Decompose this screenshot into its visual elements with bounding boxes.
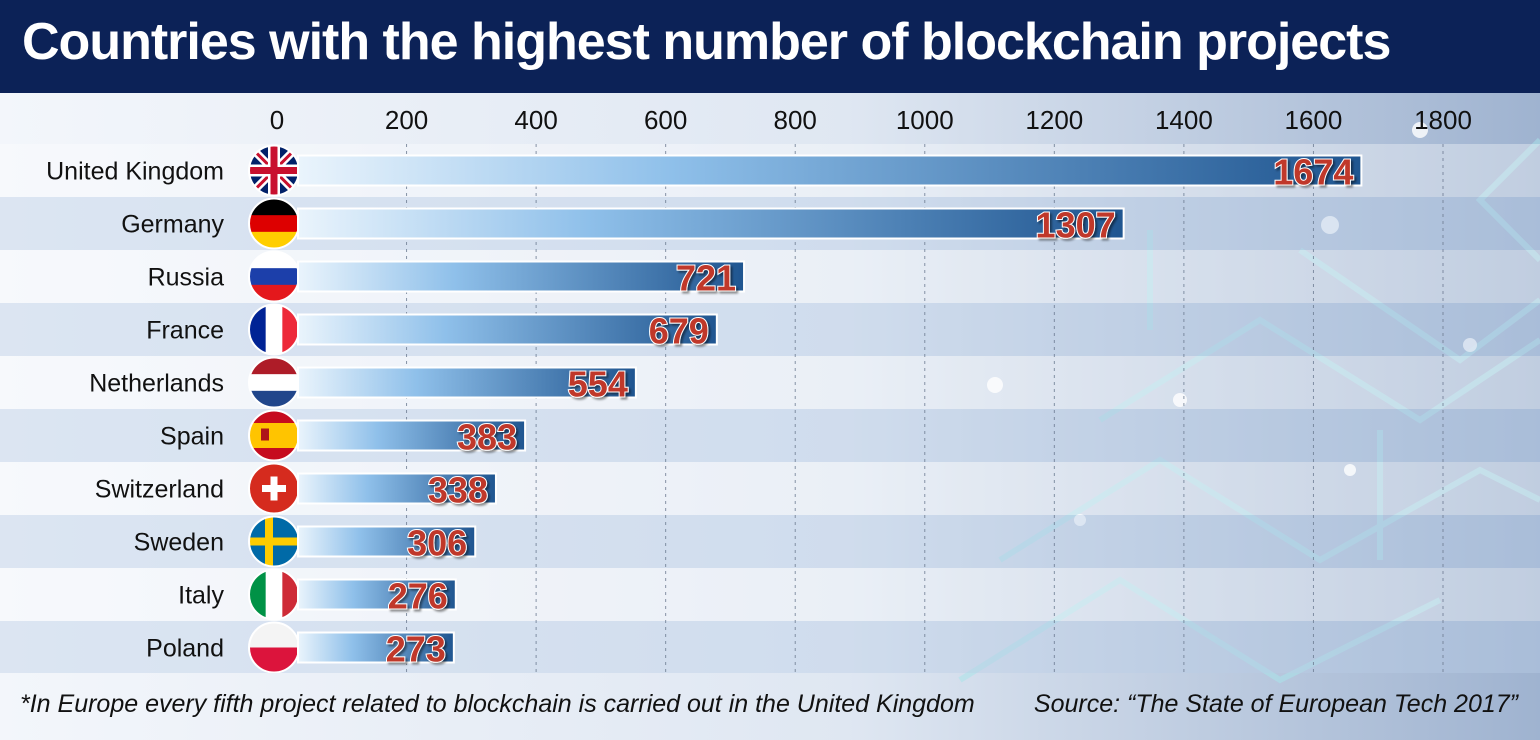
bar — [297, 313, 718, 346]
category-label: Switzerland — [95, 476, 224, 504]
x-tick-label: 200 — [385, 105, 428, 135]
sweden-flag-icon — [248, 515, 300, 568]
category-label: Germany — [121, 211, 224, 239]
value-label: 273 — [386, 629, 446, 670]
x-tick-label: 1200 — [1025, 105, 1083, 135]
x-tick-label: 400 — [514, 105, 557, 135]
x-tick-label: 1400 — [1155, 105, 1213, 135]
row-band — [0, 303, 1540, 356]
chart-title: Countries with the highest number of blo… — [22, 13, 1391, 71]
category-label: Spain — [160, 423, 224, 451]
x-tick-label: 1600 — [1285, 105, 1343, 135]
category-label: Italy — [178, 582, 224, 610]
x-tick-label: 600 — [644, 105, 687, 135]
bar — [297, 154, 1363, 187]
value-label: 383 — [457, 417, 517, 458]
germany-flag-icon — [248, 197, 300, 250]
switzerland-flag-icon — [248, 462, 300, 515]
row-band — [0, 409, 1540, 462]
value-label: 1674 — [1273, 152, 1353, 193]
bar-row: France 679 — [146, 303, 718, 356]
value-label: 1307 — [1036, 205, 1116, 246]
bar — [297, 366, 637, 399]
bar-row: Sweden 306 — [134, 515, 477, 568]
row-bands — [0, 144, 1540, 673]
bar-row: Netherlands 554 — [89, 356, 637, 409]
bar-chart: 0 200 400 600 800 1000 1200 1400 1600 1800 United… — [0, 105, 1540, 673]
category-label: Russia — [148, 264, 225, 292]
row-band — [0, 621, 1540, 673]
value-label: 721 — [676, 258, 736, 299]
category-label: Sweden — [134, 529, 224, 557]
bar — [297, 472, 497, 505]
bar — [297, 578, 457, 611]
bar — [297, 260, 746, 293]
row-band — [0, 462, 1540, 515]
value-label: 554 — [568, 364, 628, 405]
row-band — [0, 250, 1540, 303]
france-flag-icon — [248, 303, 300, 356]
bar — [297, 525, 477, 558]
bar — [297, 631, 455, 664]
netherlands-flag-icon — [248, 356, 300, 409]
row-band — [0, 568, 1540, 621]
category-label: France — [146, 317, 224, 345]
category-label: United Kingdom — [46, 158, 224, 186]
footer: *In Europe every fifth project related t… — [0, 674, 1540, 740]
poland-flag-icon — [248, 621, 300, 673]
value-label: 679 — [649, 311, 709, 352]
value-label: 276 — [388, 576, 448, 617]
source-note: Source: “The State of European Tech 2017… — [1033, 690, 1518, 718]
italy-flag-icon — [248, 568, 300, 621]
x-tick-label: 0 — [270, 105, 284, 135]
category-label: Poland — [146, 635, 224, 663]
bar-row: Poland 273 — [146, 621, 455, 673]
bar-row: Russia 721 — [148, 250, 746, 303]
value-label: 306 — [407, 523, 467, 564]
bar-row: United Kingdom 1674 — [46, 144, 1363, 197]
x-axis-ticks: 0 200 400 600 800 1000 1200 1400 1600 1800 — [270, 105, 1472, 135]
bar — [297, 207, 1125, 240]
uk-flag-icon — [248, 144, 300, 197]
x-tick-label: 1000 — [896, 105, 954, 135]
header-banner: Countries with the highest number of blo… — [0, 0, 1540, 93]
category-label: Netherlands — [89, 370, 224, 398]
bar-row: Spain 383 — [160, 409, 527, 462]
bar-row: Germany 1307 — [121, 197, 1125, 250]
spain-flag-icon — [248, 409, 300, 462]
bar — [297, 419, 527, 452]
x-tick-label: 800 — [774, 105, 817, 135]
row-band — [0, 515, 1540, 568]
russia-flag-icon — [248, 250, 300, 303]
bar-row: Switzerland 338 — [95, 462, 497, 515]
bar-row: Italy 276 — [178, 568, 457, 621]
row-band — [0, 356, 1540, 409]
footnote: *In Europe every fifth project related t… — [20, 690, 975, 718]
x-tick-label: 1800 — [1414, 105, 1472, 135]
value-label: 338 — [428, 470, 488, 511]
